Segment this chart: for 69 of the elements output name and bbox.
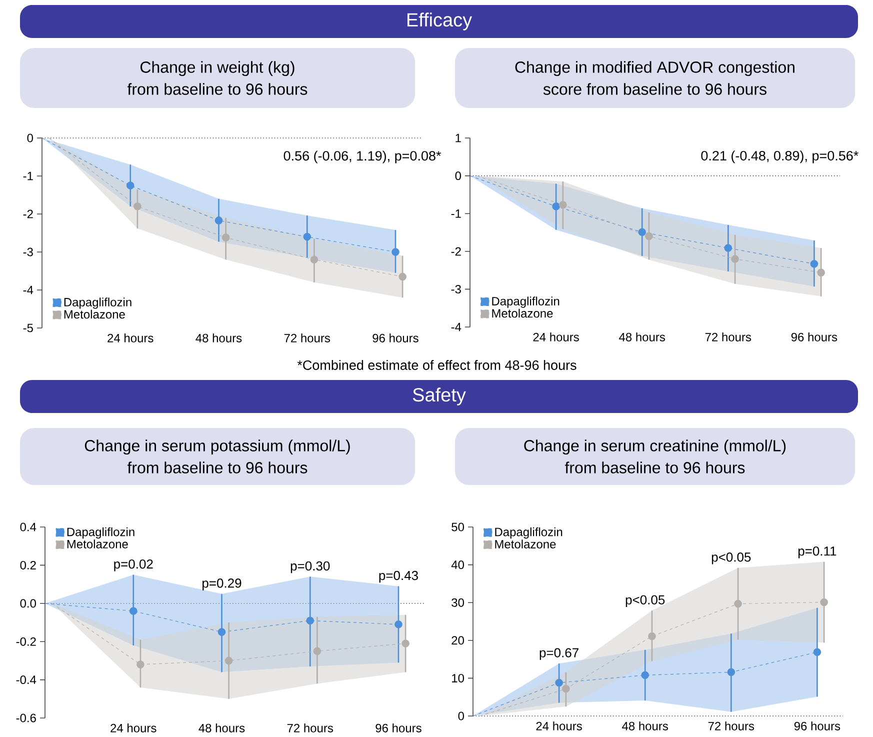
annotation: p=0.43 <box>379 570 418 583</box>
chart-title: Change in modified ADVOR congestion <box>515 61 794 76</box>
y-tick-label: 20 <box>452 636 464 645</box>
y-tick-label: 40 <box>451 560 464 570</box>
annotation: p=0.02 <box>114 559 153 572</box>
y-tick-label: -5 <box>23 324 33 332</box>
legend-label: Metolazone <box>495 540 556 548</box>
x-tick-label: 48 hours <box>622 722 668 730</box>
y-tick-label: -4 <box>451 322 462 332</box>
annotation: p=0.67 <box>540 648 578 660</box>
annotation: p=0.30 <box>290 561 330 574</box>
x-tick-label: 24 hours <box>536 722 582 730</box>
chart-title: Change in serum creatinine (mmol/L) <box>524 440 786 455</box>
x-tick-label: 48 hours <box>196 334 242 342</box>
legend-label: Dapagliflozin <box>495 527 562 539</box>
y-tick-label: 50 <box>452 522 464 532</box>
y-tick-label: -2 <box>451 247 461 256</box>
text: *Combined estimate of effect from 48-96 hours <box>297 360 576 370</box>
y-tick-label: -0.2 <box>16 637 36 646</box>
x-tick-label: 72 hours <box>287 724 334 732</box>
x-tick-label: 48 hours <box>619 332 665 342</box>
y-tick-label: -1 <box>23 172 33 180</box>
annotation: p<0.05 <box>712 552 751 564</box>
chart-subtitle: score from baseline to 96 hours <box>543 83 766 95</box>
legend-label: Dapagliflozin <box>492 296 560 308</box>
annotation: p=0.11 <box>798 546 836 558</box>
y-tick-label: -1 <box>451 209 461 218</box>
chart-subtitle: from baseline to 96 hours <box>127 462 308 474</box>
x-tick-label: 96 hours <box>376 724 422 732</box>
x-tick-label: 72 hours <box>705 332 752 342</box>
y-tick-label: -0.6 <box>16 714 36 722</box>
x-tick-label: 24 hours <box>108 334 154 342</box>
legend-label: Dapagliflozin <box>67 527 134 539</box>
annotation: p=0.29 <box>202 578 242 590</box>
x-tick-label: 24 hours <box>533 332 579 342</box>
y-tick-label: 0.0 <box>20 599 36 608</box>
text: Safety <box>412 388 466 406</box>
annotation: 0.21 (-0.48, 0.89), p=0.56* <box>701 150 858 164</box>
legend-label: Metolazone <box>492 308 553 318</box>
chart-title: Change in serum potassium (mmol/L) <box>84 440 350 455</box>
x-tick-label: 96 hours <box>794 722 840 730</box>
y-tick-label: -2 <box>23 210 33 218</box>
legend-label: Dapagliflozin <box>64 298 132 309</box>
legend-label: Metolazone <box>64 310 125 319</box>
chart-subtitle: from baseline to 96 hours <box>127 83 308 95</box>
legend-label: Metolazone <box>67 540 128 548</box>
y-tick-label: 0 <box>27 134 34 142</box>
chart-title: Change in weight (kg) <box>140 61 294 76</box>
y-tick-label: 1 <box>456 134 461 142</box>
y-tick-label: 10 <box>452 674 464 682</box>
y-tick-label: 0 <box>458 712 464 720</box>
y-tick-label: 0 <box>455 172 462 180</box>
y-tick-label: 0.4 <box>20 522 36 532</box>
y-tick-label: -0.4 <box>16 676 36 684</box>
y-tick-label: 30 <box>452 598 464 607</box>
y-tick-label: -3 <box>451 284 461 294</box>
x-tick-label: 96 hours <box>372 334 418 342</box>
x-tick-label: 48 hours <box>198 724 245 732</box>
y-tick-label: -4 <box>23 286 34 294</box>
chart-subtitle: from baseline to 96 hours <box>564 462 745 474</box>
x-tick-label: 72 hours <box>708 722 754 730</box>
y-tick-label: 0.2 <box>20 560 36 570</box>
annotation: p<0.05 <box>626 595 665 608</box>
text: Efficacy <box>407 12 472 30</box>
x-tick-label: 24 hours <box>110 724 156 732</box>
annotation: 0.56 (-0.06, 1.19), p=0.08* <box>284 150 442 164</box>
x-tick-label: 96 hours <box>791 332 838 342</box>
y-tick-label: -3 <box>23 248 33 256</box>
x-tick-label: 72 hours <box>284 334 330 342</box>
